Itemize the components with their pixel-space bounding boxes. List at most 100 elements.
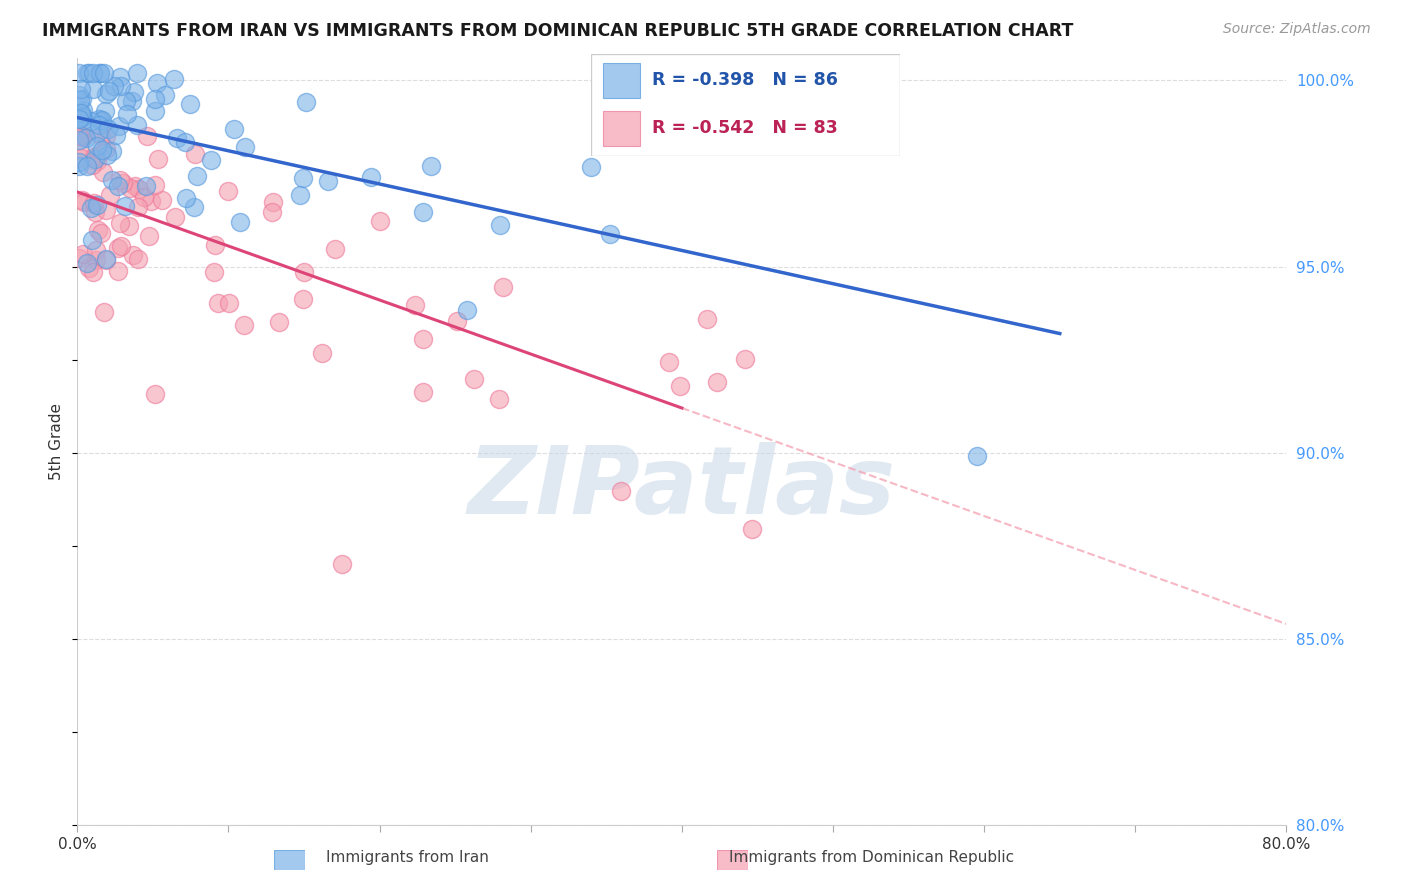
- Point: [84, 152, 107, 166]
- Point: [143, 92, 166, 106]
- Point: [107, 179, 129, 194]
- Point: [207, 296, 229, 310]
- Point: [83, 150, 105, 164]
- Point: [262, 194, 284, 209]
- Point: [166, 130, 188, 145]
- Point: [446, 314, 468, 328]
- Text: ZIPatlas: ZIPatlas: [468, 442, 896, 533]
- Point: [311, 345, 333, 359]
- Point: [70, 129, 93, 144]
- Point: [67, 66, 90, 80]
- Point: [67, 129, 90, 144]
- Text: IMMIGRANTS FROM IRAN VS IMMIGRANTS FROM DOMINICAN REPUBLIC 5TH GRADE CORRELATION: IMMIGRANTS FROM IRAN VS IMMIGRANTS FROM …: [42, 22, 1074, 40]
- Point: [89, 66, 111, 80]
- Point: [94, 129, 117, 144]
- Point: [67, 87, 90, 102]
- Point: [124, 179, 146, 194]
- Text: R = -0.542   N = 83: R = -0.542 N = 83: [652, 119, 838, 136]
- Point: [82, 82, 104, 96]
- Point: [91, 143, 114, 157]
- Point: [146, 152, 169, 166]
- Point: [295, 95, 318, 109]
- Point: [217, 184, 239, 198]
- Point: [104, 128, 127, 142]
- Text: Immigrants from Iran: Immigrants from Iran: [326, 850, 489, 865]
- Point: [290, 188, 312, 202]
- Point: [218, 296, 240, 310]
- Point: [67, 251, 90, 265]
- Point: [232, 318, 254, 332]
- Point: [80, 158, 103, 172]
- Point: [492, 279, 515, 293]
- Point: [368, 214, 391, 228]
- Point: [145, 178, 167, 192]
- Point: [734, 352, 756, 367]
- Point: [125, 118, 148, 132]
- Point: [489, 218, 512, 232]
- Point: [184, 147, 207, 161]
- Point: [90, 226, 112, 240]
- Point: [70, 92, 93, 106]
- Point: [330, 558, 353, 572]
- Point: [82, 265, 104, 279]
- Point: [292, 265, 315, 279]
- Point: [138, 229, 160, 244]
- Point: [86, 139, 108, 153]
- Point: [67, 112, 90, 127]
- Point: [135, 178, 157, 193]
- Point: [108, 119, 131, 133]
- Point: [127, 200, 149, 214]
- Point: [112, 176, 135, 190]
- Point: [70, 107, 93, 121]
- Point: [96, 148, 118, 162]
- Point: [100, 145, 122, 159]
- Point: [70, 111, 93, 125]
- Point: [128, 181, 150, 195]
- Point: [610, 484, 633, 499]
- Point: [97, 84, 120, 98]
- Point: [186, 169, 208, 183]
- FancyBboxPatch shape: [591, 54, 900, 156]
- Point: [72, 247, 94, 261]
- Point: [80, 114, 103, 128]
- Point: [260, 205, 283, 219]
- Point: [70, 129, 93, 144]
- Point: [73, 129, 96, 144]
- Point: [163, 71, 186, 86]
- Point: [108, 173, 131, 187]
- Point: [86, 223, 108, 237]
- Point: [150, 193, 173, 207]
- Point: [202, 265, 225, 279]
- Point: [291, 292, 314, 306]
- Point: [76, 159, 98, 173]
- Point: [966, 450, 988, 464]
- Point: [669, 378, 692, 392]
- Point: [94, 202, 117, 217]
- Point: [114, 94, 136, 108]
- Point: [420, 159, 443, 173]
- Point: [204, 238, 226, 252]
- Point: [93, 66, 115, 80]
- Point: [87, 125, 110, 139]
- Point: [360, 169, 382, 184]
- Text: Immigrants from Dominican Republic: Immigrants from Dominican Republic: [730, 850, 1014, 865]
- Point: [110, 79, 132, 94]
- Point: [124, 85, 146, 99]
- Point: [145, 76, 167, 90]
- Point: [72, 103, 94, 117]
- Point: [97, 121, 120, 136]
- Point: [228, 214, 250, 228]
- Point: [76, 66, 98, 80]
- Point: [110, 216, 132, 230]
- Point: [412, 332, 434, 346]
- Point: [91, 112, 114, 127]
- Point: [165, 211, 187, 225]
- Point: [67, 155, 90, 169]
- Point: [67, 159, 90, 173]
- Point: [118, 181, 141, 195]
- Point: [67, 144, 90, 158]
- Point: [404, 298, 426, 312]
- Point: [114, 199, 136, 213]
- Point: [179, 96, 201, 111]
- Point: [115, 107, 138, 121]
